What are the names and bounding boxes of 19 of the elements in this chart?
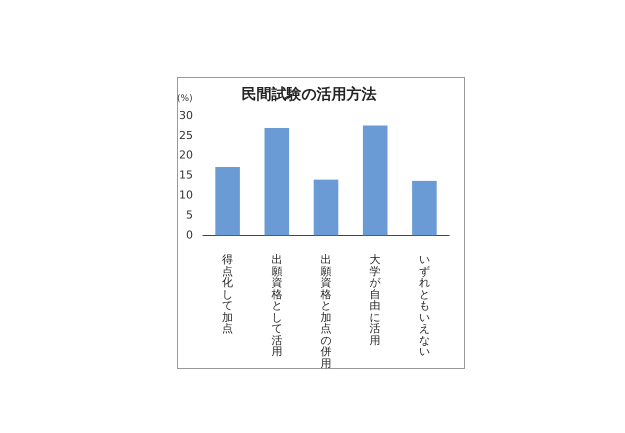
category-label: 出願資格として活用 xyxy=(271,253,282,358)
bar xyxy=(314,180,338,236)
y-axis-title: (%) xyxy=(177,94,193,104)
y-tick-label: 10 xyxy=(178,188,193,202)
category-label: いずれともいえない xyxy=(418,253,430,358)
bar xyxy=(412,180,437,236)
x-tick-label: 大学が自由に活用 xyxy=(369,253,382,346)
bar xyxy=(264,128,290,236)
category-label: 出願資格と加点の併用 xyxy=(320,253,332,370)
y-tick-label: 25 xyxy=(178,128,193,142)
bar xyxy=(215,166,240,236)
y-tick-label: 5 xyxy=(186,208,193,222)
y-tick-label: 15 xyxy=(178,168,193,182)
y-tick-label: 30 xyxy=(178,108,193,122)
y-tick-label: 20 xyxy=(178,148,193,162)
bar xyxy=(362,126,388,236)
x-tick-label: 得点化して加点 xyxy=(222,253,234,335)
chart-title: 民間試験の活用方法 xyxy=(242,84,376,103)
y-tick-label: 0 xyxy=(186,228,193,242)
